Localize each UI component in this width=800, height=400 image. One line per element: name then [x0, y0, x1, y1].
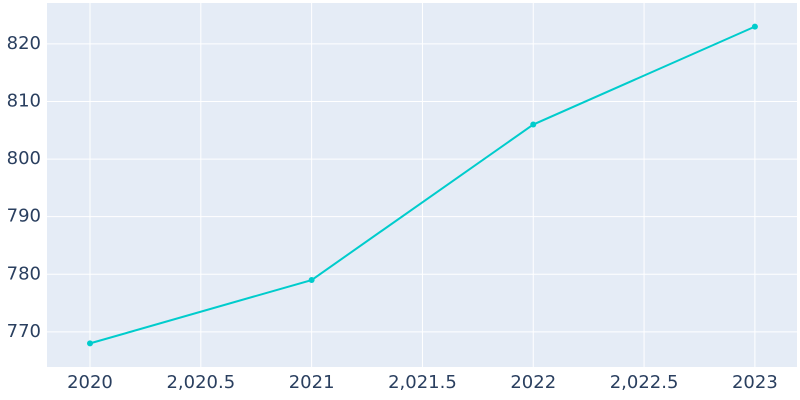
x-tick-label: 2,021.5	[388, 372, 457, 393]
x-tick-label: 2020	[67, 372, 113, 393]
y-tick-label: 800	[7, 148, 41, 169]
point	[751, 23, 758, 30]
x-tick-label: 2022	[510, 372, 556, 393]
point	[308, 277, 315, 284]
y-tick-label: 810	[7, 90, 41, 111]
y-tick-label: 820	[7, 33, 41, 54]
point	[86, 340, 93, 347]
y-tick-label: 790	[7, 206, 41, 227]
x-tick-label: 2,022.5	[610, 372, 679, 393]
line	[89, 25, 756, 345]
point	[530, 121, 537, 128]
x-tick-label: 2021	[289, 372, 335, 393]
y-tick-label: 770	[7, 321, 41, 342]
x-tick-label: 2,020.5	[166, 372, 235, 393]
y-tick-label: 780	[7, 263, 41, 284]
x-tick-label: 2023	[732, 372, 778, 393]
